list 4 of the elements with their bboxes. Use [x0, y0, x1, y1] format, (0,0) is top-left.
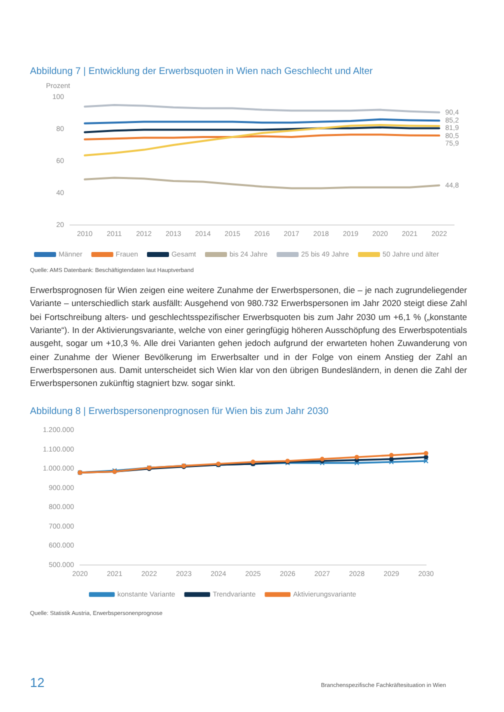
chart-title: Abbildung 8 | Erwerbspersonenprognosen für Wien bis zum Jahr 2030	[30, 406, 328, 418]
text: 12	[30, 675, 44, 691]
text: Erwerbsprognosen für Wien zeigen eine weitere Zunahme der Erwerbspersonen, die – je nach zugrundeliegender Variante – unterschiedlich stark ausfällt: Ausgehend von 980.732 Erwerbspersonen im Jahr 2020 steigt diese Zahl bei Fortschreibung alters- und geschlechtsspezifischer Erwerbsquoten bis zum Jahr 2030 um +6,1 % („konstante Variante“). In der Aktivierungsvariante, welche von einer geringfügig höheren Ausschöpfung des Erwerbspotentials ausgeht, sogar um +10,3 %. Alle drei Varianten gehen jedoch aufgrund der erwarteten hohen Zuwanderung von einer Zunahme der Wiener Bevölkerung im Erwerbsalter und in der Folge von einem Anstieg der Zahl an Erwerbspersonen aus. Damit unterscheidet sich Wien klar von den übrigen Bundesländern, in denen die Zahl der Erwerbspersonen zukünftig stagniert bzw. sogar sinkt.	[30, 284, 467, 390]
chart-title: Abbildung 7 | Entwicklung der Erwerbsquoten in Wien nach Geschlecht und Alter	[30, 66, 373, 78]
